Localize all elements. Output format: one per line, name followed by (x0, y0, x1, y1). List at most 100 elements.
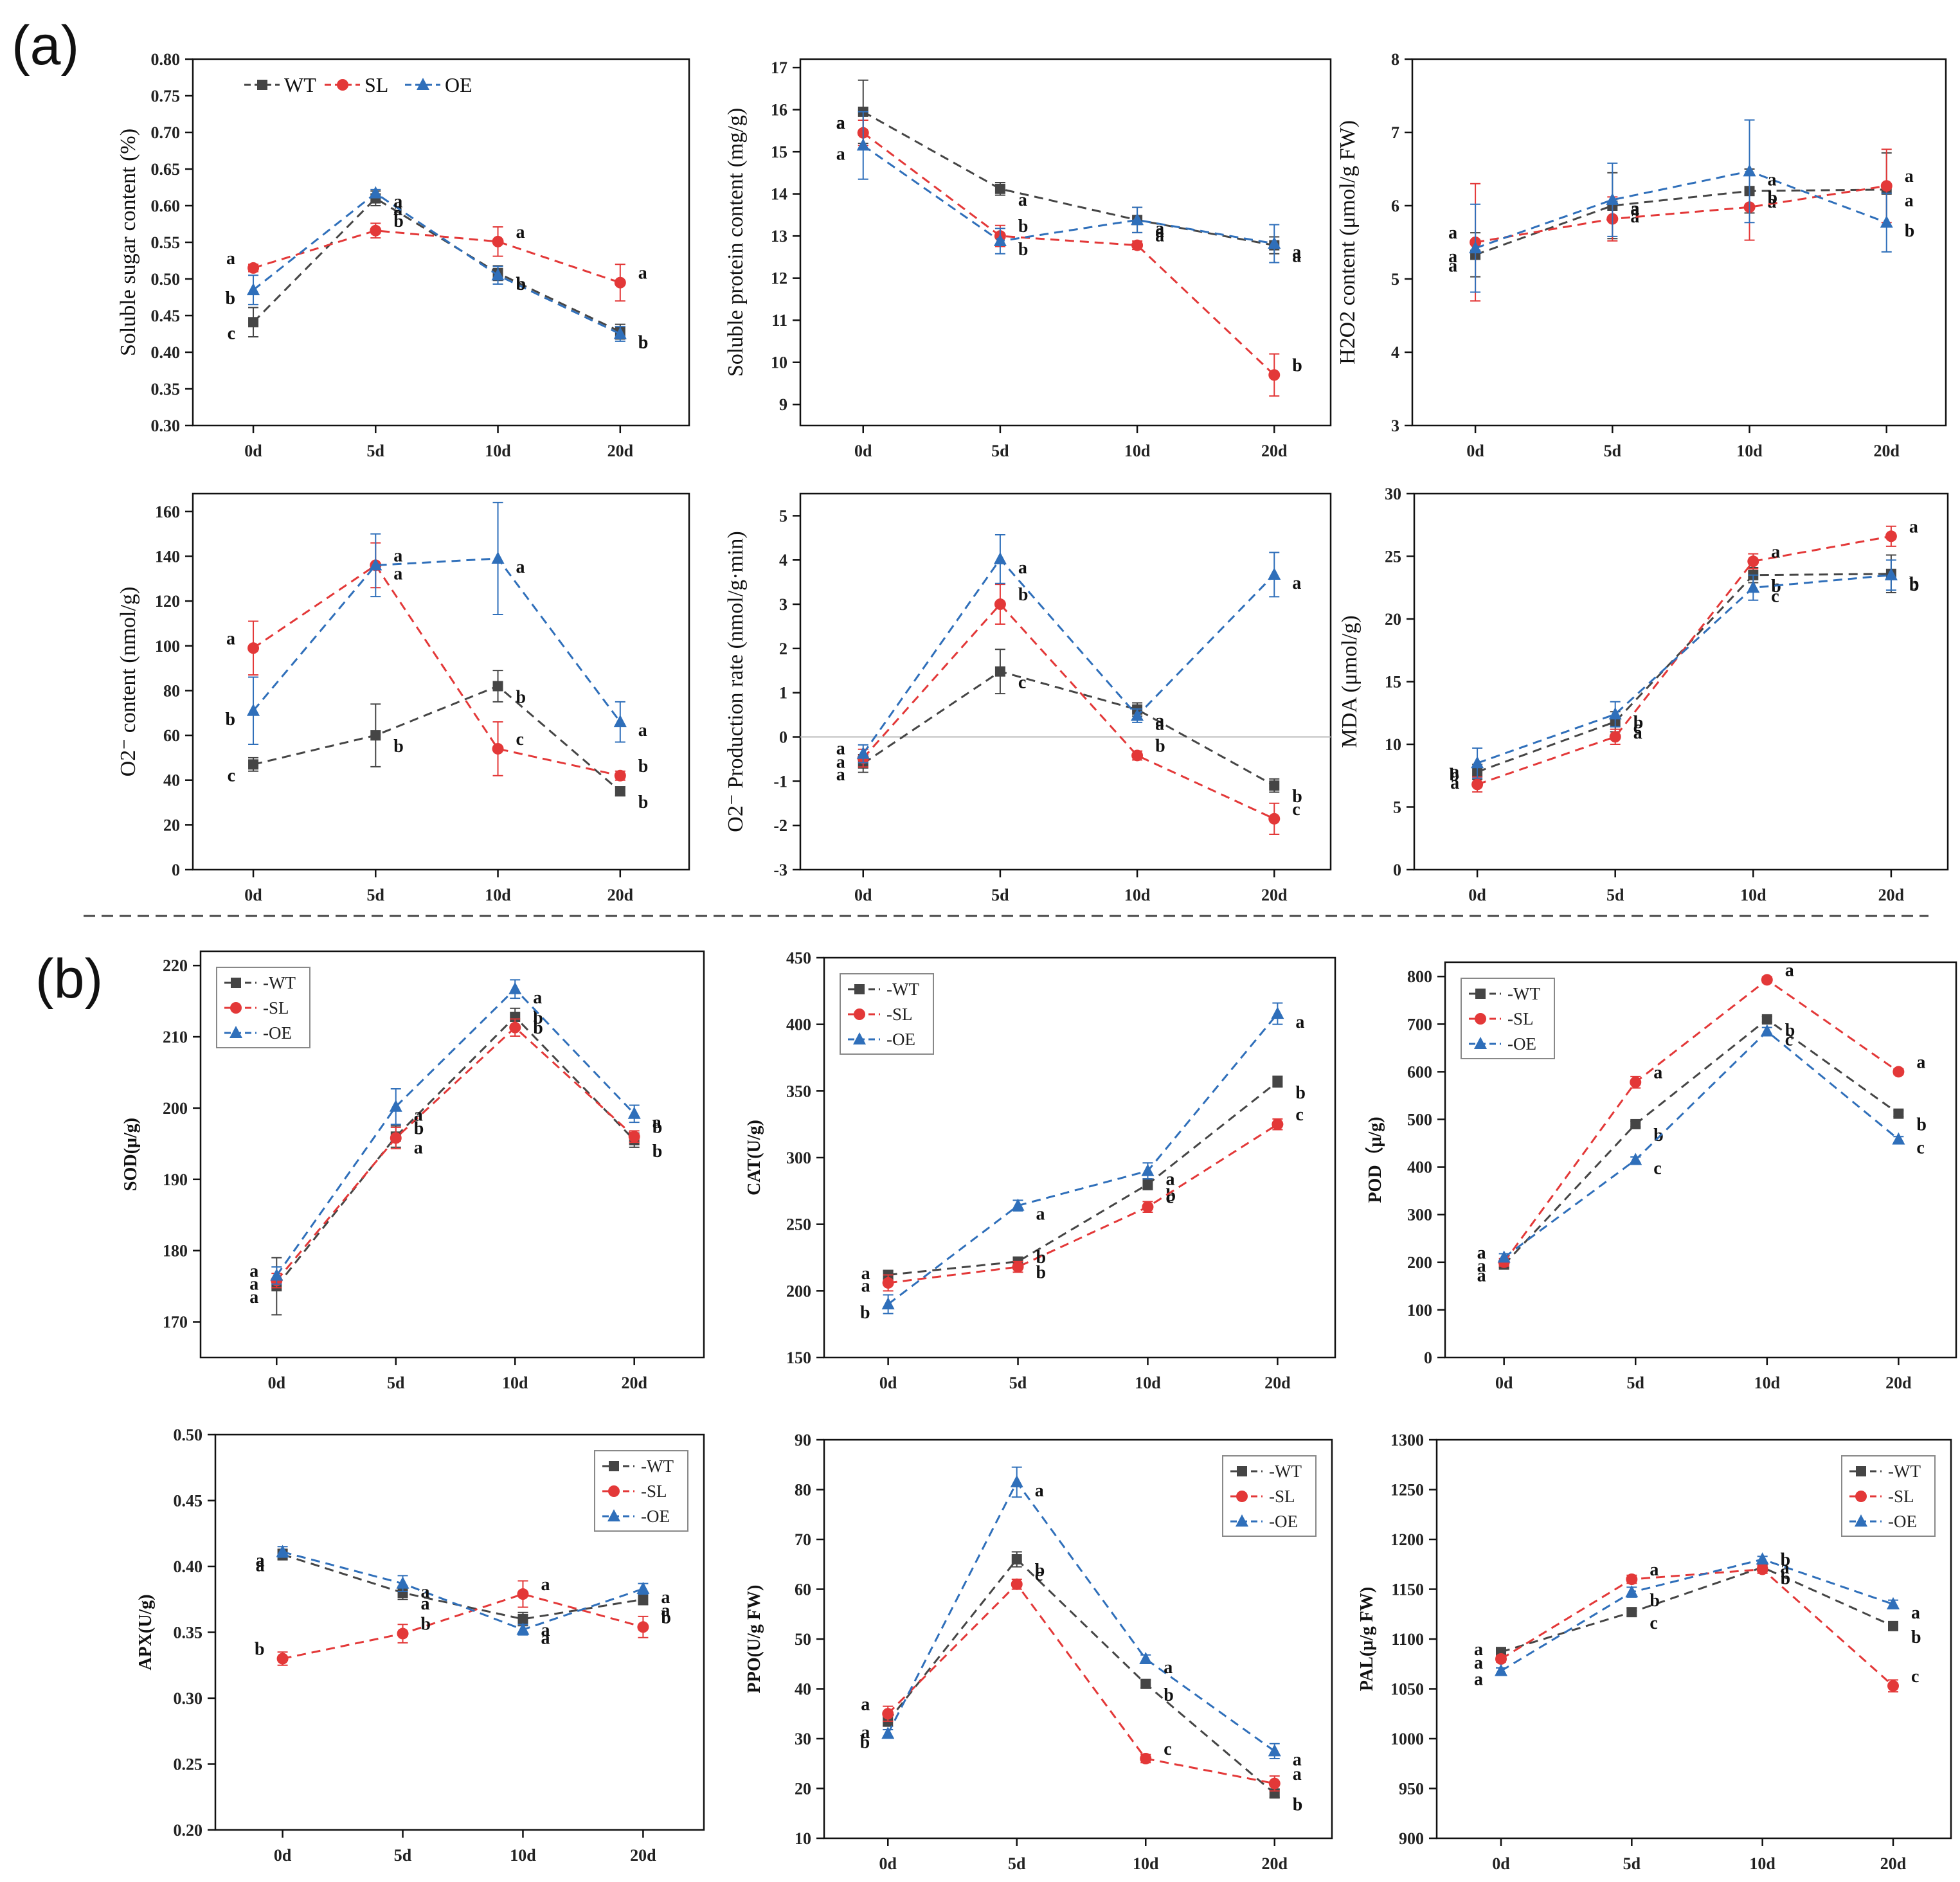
series-line (863, 111, 1275, 247)
x-tick-label: 20d (1880, 1854, 1907, 1873)
significance-letter: b (1292, 787, 1302, 807)
legend-label: -SL (641, 1482, 667, 1501)
significance-letter: a (1911, 1603, 1920, 1623)
y-tick-label: 7 (1391, 123, 1399, 142)
series-line (1503, 1030, 1900, 1259)
y-tick-label: 14 (771, 185, 787, 204)
significance-letter: a (1650, 1560, 1659, 1580)
data-point (1747, 580, 1760, 593)
x-tick-label: 0d (879, 1854, 897, 1873)
series-line (253, 229, 621, 284)
x-tick-label: 20d (607, 886, 634, 904)
data-point (1268, 812, 1281, 825)
chart-frame (1411, 58, 1947, 427)
series-SL: aa bc (1474, 1550, 1919, 1693)
x-tick-label: 5d (1623, 1854, 1641, 1873)
data-point (1141, 1163, 1155, 1176)
series-line (1503, 1018, 1900, 1266)
significance-letter: a (1653, 1063, 1662, 1083)
y-tick-label: 0.30 (174, 1689, 203, 1708)
significance-letter: a (836, 765, 845, 785)
data-point (1630, 1076, 1642, 1088)
data-point (247, 642, 260, 654)
legend-label: -WT (641, 1456, 674, 1476)
x-tick-label: 0d (268, 1374, 286, 1392)
x-tick-label: 10d (510, 1846, 536, 1865)
x-tick-label: 5d (1009, 1374, 1027, 1392)
y-tick-label: 0.20 (174, 1821, 203, 1840)
data-point (276, 1653, 289, 1665)
data-point (627, 1106, 641, 1119)
significance-letter: a (1292, 242, 1301, 262)
y-tick-label: 0.35 (151, 380, 181, 399)
legend-marker (608, 1485, 620, 1497)
y-axis-label: PAL(μ/g FW) (1357, 1587, 1377, 1691)
data-point (856, 746, 870, 759)
series-line (887, 1557, 1275, 1795)
significance-letter: c (1633, 717, 1641, 737)
data-point (1142, 1179, 1153, 1190)
legend-label: -OE (1269, 1512, 1298, 1531)
significance-letter: a (1785, 960, 1794, 980)
significance-letter: a (541, 1620, 550, 1640)
data-point (1471, 756, 1484, 769)
significance-letter: a (1018, 558, 1027, 578)
series-line (862, 145, 1275, 245)
x-tick-label: 5d (367, 442, 385, 460)
x-tick-label: 20d (1261, 886, 1288, 904)
data-point (1625, 1585, 1639, 1598)
y-tick-label: 170 (163, 1313, 188, 1332)
y-tick-label: 200 (163, 1099, 188, 1118)
x-tick-label: 20d (630, 1846, 656, 1865)
significance-letter: b (638, 333, 649, 353)
significance-letter: a (1448, 256, 1457, 276)
x-tick-label: 0d (1492, 1854, 1510, 1873)
y-tick-label: 20 (795, 1780, 811, 1798)
significance-letter: a (836, 144, 845, 164)
y-tick-label: 4 (779, 551, 787, 569)
data-point (881, 1726, 895, 1739)
significance-letter: b (1653, 1125, 1664, 1145)
data-point (1268, 369, 1281, 381)
chart-panel-12: 900 950 1000 1050 1100 1150 1200 1250 1300 0d 5d 10… (1357, 1431, 1952, 1873)
data-point (517, 1588, 529, 1600)
chart-panel-9: 0 100 200 300 400 500 600 700 800 0d 5d 10d 20d POD（μ… (1364, 960, 1957, 1392)
x-tick-label: 20d (1261, 442, 1288, 460)
y-tick-label: 17 (771, 58, 787, 77)
significance-letter: b (1781, 1568, 1791, 1588)
y-tick-label: 60 (163, 726, 180, 745)
y-tick-label: 0.75 (151, 87, 181, 105)
legend-marker (1236, 1491, 1248, 1502)
series-line (253, 192, 621, 335)
y-axis-label: Soluble protein content (mg/g) (724, 108, 748, 377)
significance-letter: a (1018, 190, 1027, 210)
y-tick-label: 10 (1385, 735, 1401, 754)
significance-letter: a (393, 546, 402, 566)
x-tick-label: 10d (1754, 1374, 1781, 1392)
significance-letter: b (1781, 1550, 1791, 1570)
data-point (248, 759, 259, 770)
significance-letter: b (1018, 585, 1029, 605)
y-tick-label: 700 (1407, 1015, 1432, 1034)
significance-letter: c (1916, 1138, 1924, 1158)
significance-letter: a (638, 721, 647, 740)
y-tick-label: 0.50 (151, 270, 181, 289)
significance-letter: c (1785, 1030, 1793, 1050)
significance-letter: b (652, 1142, 663, 1161)
series-line (1477, 574, 1892, 764)
significance-letter: b (1295, 1083, 1306, 1103)
series-line (253, 564, 621, 777)
significance-letter: b (1293, 1795, 1303, 1815)
x-tick-label: 5d (1604, 442, 1622, 460)
significance-letter: a (516, 222, 525, 242)
data-point (1626, 1573, 1638, 1585)
x-tick-label: 10d (1736, 442, 1763, 460)
legend-marker (417, 78, 429, 90)
data-point (370, 224, 382, 237)
y-tick-label: 900 (1399, 1829, 1424, 1848)
y-tick-label: 3 (779, 595, 787, 614)
legend-label: -WT (263, 973, 296, 992)
y-tick-label: 15 (1385, 673, 1401, 692)
y-axis-label: CAT(U/g) (744, 1120, 764, 1196)
